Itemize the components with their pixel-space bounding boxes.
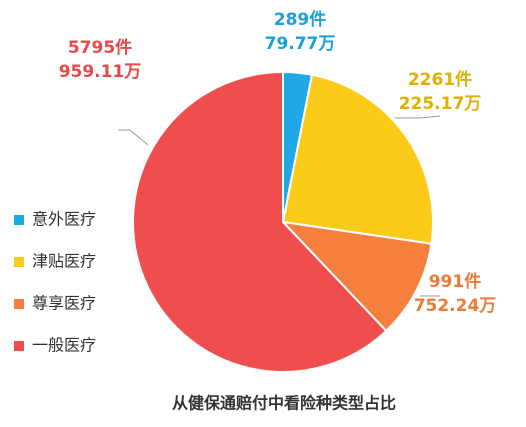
amount-label: 225.17万 xyxy=(399,94,482,114)
amount-label: 959.11万 xyxy=(59,62,142,82)
value-label: 991件 xyxy=(429,271,482,292)
legend-swatch xyxy=(14,257,24,267)
value-label: 2261件 xyxy=(408,69,472,90)
pie-slice xyxy=(132,70,388,373)
leader-line xyxy=(395,115,441,119)
leader-line xyxy=(118,129,149,146)
amount-label: 752.24万 xyxy=(414,296,497,316)
value-label: 289件 xyxy=(274,9,327,30)
pie-slice xyxy=(281,73,434,245)
legend-swatch xyxy=(14,341,24,351)
legend-label: 一般医疗 xyxy=(32,336,96,355)
chart-title: 从健保通赔付中看险种类型占比 xyxy=(172,394,396,413)
legend-swatch xyxy=(14,215,24,225)
legend-label: 意外医疗 xyxy=(32,210,96,229)
amount-label: 79.77万 xyxy=(265,34,336,54)
pie-slice xyxy=(280,220,433,333)
legend-label: 尊享医疗 xyxy=(32,294,96,313)
legend-swatch xyxy=(14,299,24,309)
value-label: 5795件 xyxy=(68,37,132,58)
legend-label: 津贴医疗 xyxy=(32,252,96,271)
